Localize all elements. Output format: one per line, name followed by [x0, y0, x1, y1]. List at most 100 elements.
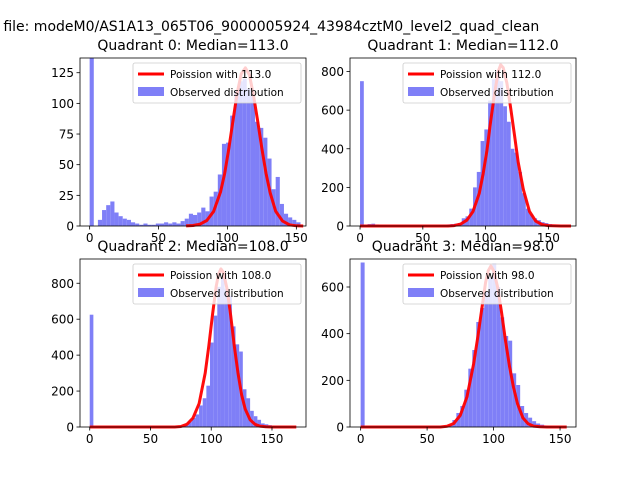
histogram-bar — [464, 389, 469, 427]
histogram-bar — [275, 176, 280, 226]
legend-patch-swatch — [408, 87, 434, 96]
histogram-bar — [484, 291, 489, 427]
legend-label: Observed distribution — [170, 87, 284, 99]
y-tick-label: 400 — [321, 142, 344, 156]
histogram-bar — [496, 287, 501, 427]
histogram-bar — [242, 78, 247, 227]
histogram-bar — [488, 100, 492, 226]
histogram-bar — [191, 418, 196, 427]
histogram-bar — [488, 277, 493, 427]
histogram-bar — [506, 121, 511, 226]
x-tick-label: 100 — [482, 432, 505, 446]
histogram-bar — [213, 315, 218, 427]
histogram-bar — [176, 223, 181, 226]
legend-label: Poission with 98.0 — [440, 270, 535, 282]
histogram-bar — [532, 421, 537, 427]
histogram-bar — [255, 121, 260, 226]
histogram-bar — [234, 91, 239, 226]
x-tick-label: 50 — [151, 231, 166, 245]
y-tick-label: 200 — [321, 374, 344, 388]
histogram-bar — [296, 222, 301, 226]
quadrant-0-panel: 0 50 100 150 0 25 50 75 100 125 Quadrant 0: Median… — [51, 38, 308, 245]
legend-label: Poission with 113.0 — [170, 69, 271, 81]
histogram-bar — [110, 201, 115, 226]
x-tick-label: 0 — [356, 231, 364, 245]
legend-box — [132, 62, 302, 104]
histogram-bar — [147, 224, 152, 226]
histogram-bar — [139, 224, 144, 226]
x-tick-label: 50 — [143, 432, 158, 446]
histogram-bar — [279, 203, 284, 226]
histogram-bar — [468, 368, 473, 427]
axes-frame — [79, 57, 307, 227]
histogram-bar — [510, 148, 515, 226]
histogram-bar — [230, 115, 235, 226]
histogram-bar — [480, 308, 485, 427]
y-tick-label: 0 — [66, 220, 74, 234]
histogram-bar — [201, 207, 206, 226]
histogram-bar — [469, 208, 474, 226]
histogram-bar — [97, 219, 103, 226]
axes-frame — [79, 258, 307, 428]
histogram-bar — [224, 288, 229, 427]
histogram-bar — [528, 417, 533, 427]
y-tick-label: 400 — [321, 327, 344, 341]
histogram-bar — [206, 385, 211, 427]
quadrant-1-panel: 0 50 100 150 0 200 400 600 800 Quadrant 1: Median… — [321, 38, 577, 245]
y-tick-label: 125 — [51, 66, 74, 80]
quadrant-2-panel: 0 50 100 150 0 200 400 600 800 Quadrant 2: Median… — [51, 239, 307, 446]
legend-patch-swatch — [138, 288, 164, 297]
y-tick-label: 400 — [51, 349, 74, 363]
histogram-bar — [188, 213, 193, 226]
histogram-bar — [495, 71, 500, 226]
histogram-bar — [499, 81, 504, 226]
histogram-bar — [184, 218, 189, 226]
histogram-bar — [250, 96, 256, 227]
histogram-bar — [221, 143, 227, 226]
histogram-bar — [228, 295, 232, 427]
histogram-bar — [246, 88, 251, 226]
histogram-bar — [164, 222, 169, 226]
legend-label: Observed distribution — [440, 87, 554, 99]
histogram-bar — [188, 421, 192, 427]
histogram-bar — [360, 81, 364, 226]
histogram-bar — [288, 217, 293, 226]
y-tick-label: 0 — [336, 220, 344, 234]
histogram-bar — [476, 322, 481, 427]
y-tick-label: 25 — [59, 189, 74, 203]
histogram-bar — [106, 205, 111, 226]
figure-suptitle: n file: modeM0/AS1A13_065T06_9000005924_… — [0, 19, 539, 35]
histogram-bar — [226, 142, 231, 226]
histogram-bar — [210, 342, 214, 427]
histogram-bar — [508, 340, 513, 427]
histogram-bar — [197, 212, 202, 226]
histogram-bar — [89, 314, 94, 427]
legend-label: Poission with 112.0 — [440, 69, 541, 81]
legend-box — [132, 263, 302, 305]
x-tick-label: 50 — [419, 432, 434, 446]
panel-title: Quadrant 0: Median=113.0 — [97, 38, 288, 54]
x-tick-label: 100 — [474, 231, 497, 245]
x-tick-label: 100 — [216, 231, 239, 245]
histogram-bar — [122, 218, 127, 226]
histogram-bar — [195, 414, 200, 427]
x-tick-label: 150 — [285, 231, 308, 245]
histogram-bar — [283, 213, 289, 226]
histogram-bar — [250, 410, 254, 427]
legend-patch-swatch — [138, 87, 164, 96]
histogram-bar — [172, 222, 177, 226]
x-tick-label: 0 — [357, 432, 365, 446]
histogram-bar — [525, 208, 530, 226]
histogram-bar — [199, 405, 203, 427]
histogram-bar — [155, 223, 160, 226]
histogram-bar — [253, 416, 258, 427]
histogram-bar — [492, 263, 497, 427]
y-tick-label: 600 — [321, 104, 344, 118]
histogram-bar — [159, 223, 165, 226]
histogram-bar — [118, 216, 123, 226]
x-tick-label: 50 — [415, 231, 430, 245]
x-tick-label: 0 — [86, 432, 94, 446]
histogram-bar — [360, 262, 365, 427]
y-tick-label: 200 — [51, 385, 74, 399]
